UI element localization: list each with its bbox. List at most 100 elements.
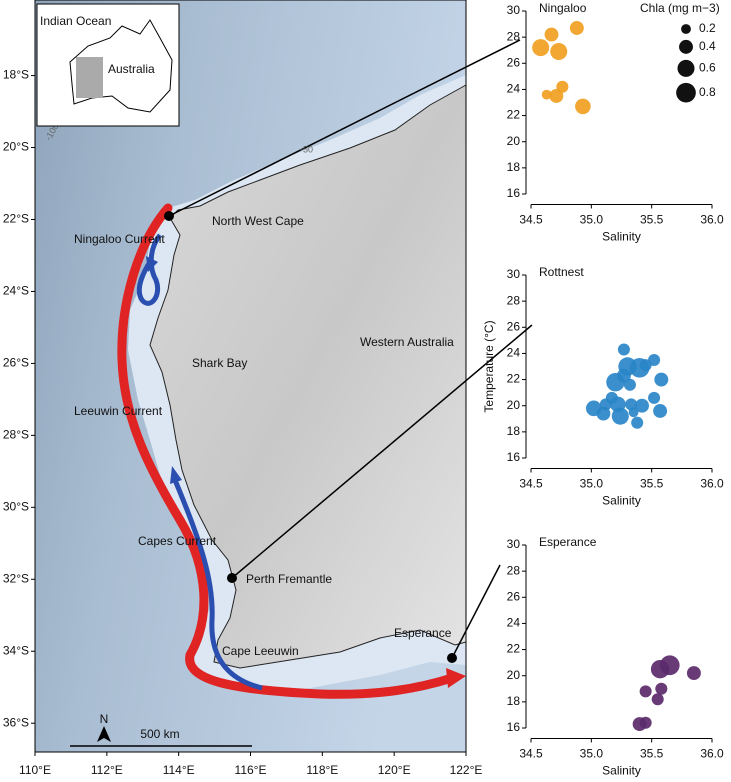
x-tick-label: 35.5: [640, 747, 664, 761]
y-tick-label: 36°S: [3, 715, 29, 729]
x-tick-label: 36.0: [700, 213, 724, 227]
chart-title: Esperance: [539, 535, 597, 549]
x-tick-label: 122°E: [450, 763, 483, 777]
point: [653, 403, 668, 418]
map: North West Cape Ningaloo Current Shark B…: [35, 0, 533, 752]
point: [550, 43, 568, 61]
point: [532, 39, 550, 57]
arrow-head: [446, 668, 466, 688]
x-axis-label: Salinity: [602, 764, 641, 778]
legend-label: 0.8: [699, 85, 716, 99]
inset: Indian Ocean Australia: [36, 3, 180, 127]
y-tick-label: 24: [507, 346, 521, 360]
y-tick-label: 22°S: [3, 212, 29, 226]
map-label: North West Cape: [212, 214, 304, 228]
y-tick-label: 22: [507, 372, 521, 386]
x-tick-label: 114°E: [163, 763, 195, 777]
point: [655, 682, 668, 695]
map-label: Western Australia: [360, 335, 454, 349]
point: [654, 372, 669, 387]
point: [611, 407, 629, 425]
point: [686, 666, 701, 681]
y-tick-label: 22: [507, 108, 521, 122]
legend-title: Chla (mg m−3): [640, 1, 720, 15]
y-tick-label: 26: [507, 319, 521, 333]
x-tick-label: 116°E: [235, 763, 267, 777]
y-tick-label: 30: [507, 267, 521, 281]
y-tick-label: 24: [507, 82, 521, 96]
legend-marker: [676, 82, 696, 103]
x-tick-label: 120°E: [378, 763, 411, 777]
x-tick-label: 34.5: [519, 747, 543, 761]
site: [164, 211, 174, 221]
map-label: Capes Current: [138, 534, 217, 548]
x-tick-label: 118°E: [306, 763, 338, 777]
x-tick-label: 110°E: [19, 763, 51, 777]
point: [639, 685, 652, 698]
y-tick-label: 28: [507, 563, 521, 577]
map-label: Esperance: [394, 626, 452, 640]
y-tick-label: 18: [507, 694, 521, 708]
y-tick-label: 18°S: [3, 68, 29, 82]
map-label: Leeuwin Current: [74, 404, 163, 418]
y-tick-label: 32°S: [3, 571, 29, 585]
point: [648, 353, 661, 366]
point: [648, 391, 661, 404]
point: [628, 407, 639, 418]
point: [659, 655, 680, 676]
legend-marker: [677, 59, 695, 77]
x-tick-label: 35.0: [580, 213, 604, 227]
y-tick-label: 20: [507, 668, 521, 682]
north-arrow: [97, 726, 111, 742]
y-tick-label: 16: [507, 186, 521, 200]
x-tick-label: 112°E: [91, 763, 123, 777]
legend-label: 0.2: [699, 21, 716, 35]
inset-label: Australia: [108, 62, 155, 76]
x-tick-label: 35.5: [640, 477, 664, 491]
y-tick-label: 28: [507, 29, 521, 43]
north-label: N: [100, 712, 109, 726]
map-label: Ningaloo Current: [74, 232, 165, 246]
x-tick-label: 36.0: [700, 747, 724, 761]
land: [149, 84, 467, 669]
point: [631, 416, 644, 429]
legend-marker: [681, 24, 691, 34]
x-axis-label: Salinity: [602, 494, 641, 508]
x-tick-label: 35.0: [580, 747, 604, 761]
legend-label: 0.4: [699, 39, 716, 53]
x-axis-label: Salinity: [602, 230, 641, 244]
point: [651, 693, 664, 706]
y-tick-label: 30°S: [3, 500, 29, 514]
map-label: Cape Leeuwin: [222, 644, 299, 658]
y-tick-label: 28°S: [3, 428, 29, 442]
y-tick-label: 26°S: [3, 356, 29, 370]
legend-label: 0.6: [699, 61, 716, 75]
contour-label: -50: [300, 144, 313, 154]
connector: [168, 39, 521, 217]
connector: [231, 324, 533, 579]
chart-title: Rottnest: [539, 265, 584, 279]
leeuwin-current: [117, 203, 457, 699]
point: [623, 378, 636, 391]
point: [544, 27, 559, 42]
inset-label: Indian Ocean: [40, 14, 111, 28]
study-area: [76, 57, 103, 98]
y-tick-label: 34°S: [3, 643, 29, 657]
y-tick-label: 18: [507, 424, 521, 438]
map-label: Perth Fremantle: [246, 572, 332, 586]
arrow-head: [170, 466, 182, 484]
point: [617, 343, 630, 356]
chart-title: Ningaloo: [539, 1, 587, 15]
x-tick-label: 34.5: [519, 477, 543, 491]
site: [447, 653, 457, 663]
y-tick-label: 24: [507, 616, 521, 630]
y-tick-label: 22: [507, 642, 521, 656]
y-tick-label: 18: [507, 160, 521, 174]
point: [569, 21, 584, 35]
y-tick-label: 20: [507, 398, 521, 412]
capes-current: [172, 479, 263, 691]
y-tick-label: 20°S: [3, 140, 29, 154]
y-tick-label: 24°S: [3, 284, 29, 298]
map-label: Shark Bay: [192, 356, 247, 370]
